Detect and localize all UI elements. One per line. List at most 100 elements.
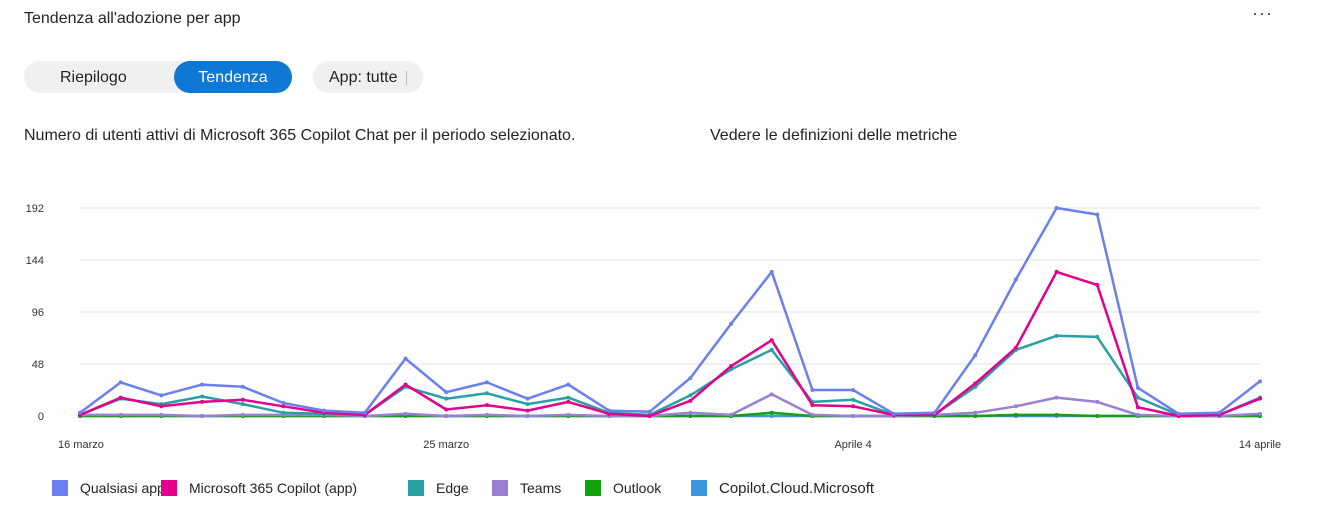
data-point <box>1258 411 1262 416</box>
data-point <box>240 397 245 402</box>
legend-label: Outlook <box>613 480 662 496</box>
data-point <box>688 410 693 415</box>
data-point <box>973 414 978 418</box>
data-point <box>118 380 123 385</box>
legend-item-copilot-app[interactable]: Microsoft 365 Copilot (app) <box>161 478 357 498</box>
data-point <box>1013 412 1018 417</box>
tab-summary[interactable]: Riepilogo <box>60 69 127 86</box>
data-point <box>200 414 205 418</box>
legend-swatch <box>408 480 424 496</box>
legend-label: Qualsiasi app <box>80 480 165 496</box>
data-point <box>444 390 449 395</box>
data-point <box>159 412 164 417</box>
data-point <box>1054 333 1059 338</box>
adoption-trend-chart: 0 48 96 144 192 16 marzo 25 marzo Aprile 4 14 ap… <box>26 203 1281 451</box>
data-point <box>769 410 774 415</box>
y-tick-label: 0 <box>38 411 44 423</box>
data-point <box>973 353 978 358</box>
data-point <box>769 392 774 397</box>
view-toggle: Riepilogo Tendenza <box>24 61 292 93</box>
data-point <box>484 403 489 408</box>
data-point <box>159 393 164 398</box>
data-point <box>688 393 693 398</box>
data-point <box>769 269 774 274</box>
data-point <box>566 395 571 400</box>
data-point <box>810 403 815 408</box>
legend-swatch <box>585 480 601 496</box>
series-line <box>79 206 1261 416</box>
data-point <box>851 414 856 418</box>
legend-label: Copilot.Cloud.Microsoft <box>719 479 875 497</box>
data-point <box>769 414 774 418</box>
data-point <box>688 398 693 403</box>
data-point <box>200 394 205 399</box>
data-point <box>444 407 449 412</box>
data-point <box>525 414 530 418</box>
data-point <box>1095 282 1100 287</box>
data-point <box>973 381 978 386</box>
data-point <box>891 411 896 416</box>
data-point <box>525 402 530 407</box>
x-tick-label: 16 marzo <box>58 439 104 451</box>
data-point <box>1054 395 1059 400</box>
legend-item-cloud[interactable]: Copilot.Cloud.Microsoft <box>691 478 874 498</box>
y-tick-label: 96 <box>32 307 44 319</box>
legend-label: Teams <box>520 480 562 496</box>
data-point <box>606 408 611 413</box>
data-point <box>1176 411 1181 416</box>
data-point <box>159 404 164 409</box>
data-point <box>729 412 734 417</box>
data-point <box>1135 405 1140 410</box>
chart-subtitle: Numero di utenti attivi di Microsoft 365… <box>24 127 576 144</box>
data-point <box>240 384 245 389</box>
series-line <box>79 334 1261 417</box>
data-point <box>281 410 286 415</box>
data-point <box>322 408 327 413</box>
data-point <box>1013 404 1018 409</box>
app-filter-button[interactable]: App: tutte <box>313 61 423 93</box>
data-point <box>118 412 123 417</box>
data-point <box>1054 206 1059 210</box>
series-line <box>80 393 1261 418</box>
legend-item-outlook[interactable]: Outlook <box>585 478 661 498</box>
data-point <box>240 402 245 407</box>
y-tick-label: 144 <box>26 255 44 267</box>
legend-label: Microsoft 365 Copilot (app) <box>189 480 358 496</box>
legend-item-edge[interactable]: Edge <box>408 478 469 498</box>
data-point <box>1217 410 1222 415</box>
data-point <box>403 411 408 416</box>
x-tick-label: Aprile 4 <box>834 439 871 451</box>
legend-item-teams[interactable]: Teams <box>492 478 561 498</box>
data-point <box>566 382 571 387</box>
x-tick-label: 14 aprile <box>1239 439 1281 451</box>
more-options-button[interactable]: ··· <box>1252 3 1273 23</box>
data-point <box>1258 396 1262 401</box>
y-tick-label: 48 <box>32 359 44 371</box>
legend-swatch <box>52 480 68 496</box>
data-point <box>1054 269 1059 274</box>
data-point <box>851 397 856 402</box>
data-point <box>200 399 205 404</box>
data-point <box>1095 334 1100 339</box>
data-point <box>118 395 123 400</box>
data-point <box>403 356 408 361</box>
series-line <box>79 270 1261 418</box>
data-point <box>1054 412 1059 417</box>
data-point <box>973 410 978 415</box>
data-point <box>1095 414 1100 418</box>
filter-divider <box>406 71 407 85</box>
data-point <box>281 401 286 405</box>
data-point <box>444 414 449 418</box>
data-point <box>200 382 205 387</box>
data-point <box>932 410 937 415</box>
data-point <box>769 347 774 352</box>
data-point <box>851 404 856 409</box>
legend-item-qualsiasi[interactable]: Qualsiasi app <box>52 478 165 498</box>
tab-trend[interactable]: Tendenza <box>174 61 292 93</box>
legend-swatch <box>161 480 177 496</box>
data-point <box>647 409 652 414</box>
metrics-definitions-link[interactable]: Vedere le definizioni delle metriche <box>710 127 958 144</box>
data-point <box>1135 412 1140 417</box>
data-point <box>1095 399 1100 404</box>
data-point <box>444 396 449 401</box>
